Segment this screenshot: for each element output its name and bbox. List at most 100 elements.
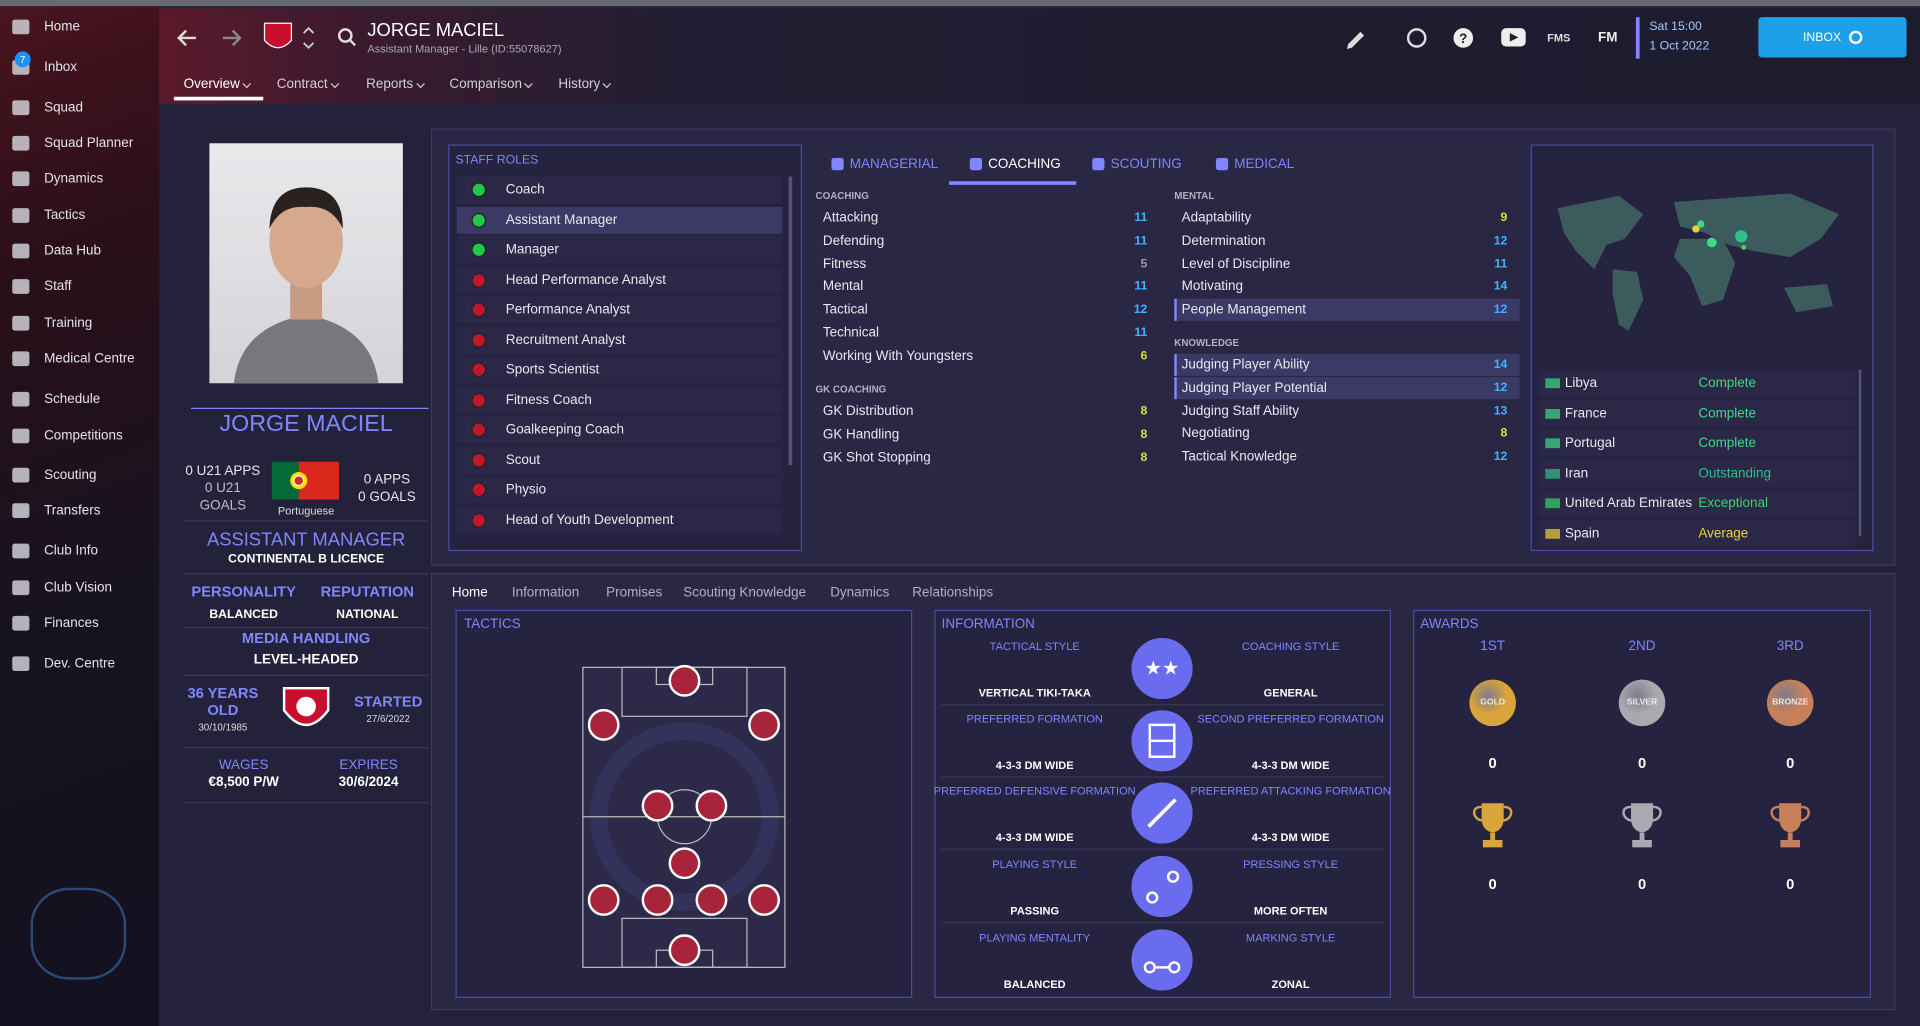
attribute-tab[interactable]: COACHING <box>988 156 1061 172</box>
u21-goals: 0 U21 GOALS <box>199 481 247 514</box>
bottom-tab[interactable]: Scouting Knowledge <box>683 585 807 600</box>
award-place: 1ST <box>1480 639 1506 654</box>
sidebar-icon <box>12 279 30 294</box>
sidebar-item[interactable]: Finances <box>44 615 99 631</box>
nation-country: Portugal <box>1564 435 1616 451</box>
sidebar-item[interactable]: Staff <box>44 279 72 294</box>
shape <box>1673 193 1840 258</box>
role-row[interactable] <box>456 326 783 354</box>
player-position <box>668 847 701 880</box>
header-tab[interactable]: Overview <box>183 77 240 92</box>
sidebar-item[interactable]: Home <box>44 19 81 35</box>
nation-level: Complete <box>1698 405 1757 421</box>
sidebar-icon <box>12 171 30 187</box>
shape <box>293 475 305 487</box>
nation-flag <box>1545 468 1560 479</box>
sidebar-item[interactable]: Schedule <box>44 391 101 407</box>
role-name: Recruitment Analyst <box>505 332 626 348</box>
attribute-tab[interactable]: MANAGERIAL <box>849 156 939 172</box>
bottom-tab[interactable]: Relationships <box>912 585 994 600</box>
sidebar-item[interactable]: Inbox <box>44 60 78 75</box>
sidebar-item[interactable]: Transfers <box>44 503 101 518</box>
shape <box>1741 244 1747 250</box>
sidebar-item[interactable]: Competitions <box>44 428 123 444</box>
inbox-button[interactable] <box>1758 17 1907 58</box>
header-tab[interactable]: Contract <box>276 77 328 92</box>
shape <box>233 314 379 384</box>
licence: CONTINENTAL B LICENCE <box>228 552 385 567</box>
role-row[interactable] <box>456 236 783 264</box>
role-status <box>471 392 487 408</box>
shape <box>1147 798 1177 828</box>
bottom-tab[interactable]: Dynamics <box>830 585 890 600</box>
header-tab[interactable]: Comparison <box>449 77 523 92</box>
media: LEVEL-HEADED <box>253 652 359 668</box>
attribute-tab[interactable]: MEDICAL <box>1234 156 1295 172</box>
attribute-value: 12 <box>1493 381 1508 395</box>
sidebar-item[interactable]: Medical Centre <box>44 351 135 367</box>
attribute-name: People Management <box>1181 302 1306 318</box>
sidebar-item[interactable]: Squad <box>44 100 84 116</box>
player-position <box>748 708 780 741</box>
inbox-badge <box>14 51 31 68</box>
role-row[interactable] <box>456 446 783 474</box>
shape <box>1639 832 1645 840</box>
sidebar-item[interactable]: Club Info <box>44 543 98 559</box>
sidebar-item[interactable]: Tactics <box>44 208 86 223</box>
attribute-value: 13 <box>1493 404 1508 418</box>
info-value: ZONAL <box>1271 978 1310 991</box>
shape <box>1784 284 1834 313</box>
sidebar-item[interactable]: Data Hub <box>44 243 102 259</box>
bottom-tab[interactable]: Home <box>451 585 488 600</box>
personality-label: PERSONALITY <box>191 582 296 600</box>
shape <box>296 696 316 717</box>
shape <box>1622 805 1662 822</box>
nation-row <box>1539 519 1856 547</box>
attribute-tab[interactable]: SCOUTING <box>1110 156 1182 172</box>
role-row[interactable] <box>456 416 783 444</box>
role-row[interactable] <box>456 506 783 534</box>
info-value: 4-3-3 DM WIDE <box>1251 831 1330 844</box>
sidebar-item[interactable]: Dynamics <box>44 171 104 187</box>
role-row[interactable] <box>456 476 783 504</box>
sidebar-item[interactable]: Training <box>44 315 93 331</box>
player-position <box>587 708 620 741</box>
role-name: Sports Scientist <box>505 362 600 378</box>
sidebar-item[interactable]: Dev. Centre <box>44 656 115 672</box>
shape <box>1697 220 1705 228</box>
sep <box>183 746 429 749</box>
date-divider <box>1635 17 1640 59</box>
header-icon-label[interactable]: FM <box>1598 30 1618 46</box>
attribute-value: 8 <box>1140 427 1148 442</box>
sidebar-item[interactable]: Squad Planner <box>44 135 134 151</box>
bottom-tab[interactable]: Promises <box>606 585 663 600</box>
top-strip <box>0 0 1920 7</box>
header-tab[interactable]: Reports <box>366 77 414 92</box>
sidebar-item[interactable]: Scouting <box>44 467 97 483</box>
header-tab[interactable]: History <box>558 77 601 92</box>
sidebar-icon <box>12 100 30 116</box>
role-row[interactable] <box>456 206 783 234</box>
role-row[interactable] <box>456 176 783 204</box>
medal <box>1618 679 1666 727</box>
trophy-count: 0 <box>1488 875 1497 893</box>
started: 27/6/2022 <box>366 713 410 725</box>
header-icon-label[interactable]: FMS <box>1547 31 1571 45</box>
tab-icon <box>1092 157 1105 171</box>
role-row[interactable] <box>456 266 783 294</box>
info-value: 4-3-3 DM WIDE <box>995 831 1074 844</box>
role-row[interactable] <box>456 356 783 384</box>
sidebar-item[interactable]: Club Vision <box>44 580 112 596</box>
bottom-tab[interactable]: Information <box>511 585 580 600</box>
attribute-name: GK Handling <box>822 427 900 442</box>
role-row[interactable] <box>456 296 783 324</box>
shape <box>1146 891 1159 904</box>
role-row[interactable] <box>456 386 783 414</box>
sidebar-icon <box>12 580 30 596</box>
group-title: MENTAL <box>1174 190 1215 202</box>
nation-row <box>1539 369 1856 397</box>
sidebar-icon <box>12 428 30 444</box>
inbox-button-label[interactable]: INBOX <box>1802 31 1842 45</box>
age: 36 YEARS OLD <box>187 684 259 719</box>
